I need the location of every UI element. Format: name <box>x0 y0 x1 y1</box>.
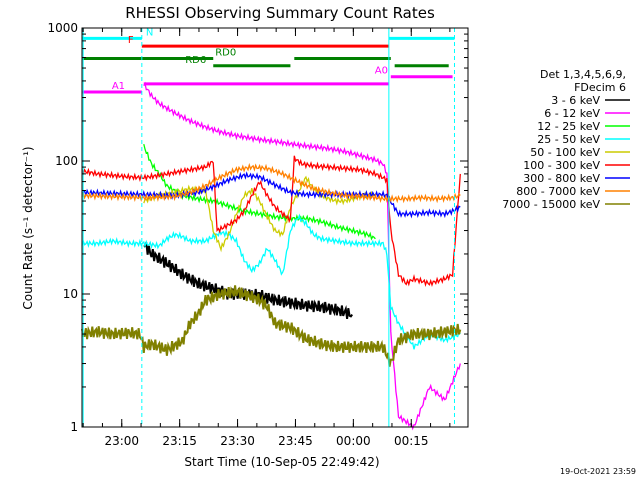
legend-entry-label-4: 50 - 100 keV <box>530 146 600 159</box>
mode-label-N: N <box>146 27 153 38</box>
mode-label-RD6: RD6 <box>185 55 206 66</box>
observing-mode-bars: N F RD0 RD6 A0 A1 <box>82 27 455 94</box>
legend-header-1: FDecim 6 <box>574 81 626 94</box>
series-line-800to7000keV <box>81 162 461 204</box>
mode-label-A0: A0 <box>375 66 388 77</box>
series-line-3to6keV <box>143 242 354 320</box>
legend-entry-label-0: 3 - 6 keV <box>551 94 600 107</box>
y-tick-label-0: 1 <box>70 420 78 434</box>
y-axis-label: Count Rate (s⁻¹ detector⁻¹) <box>21 146 35 309</box>
legend-entry-label-2: 12 - 25 keV <box>537 120 600 133</box>
x-axis-ticks: 23:00 23:15 23:30 23:45 00:00 00:15 <box>82 28 451 448</box>
series-line-50to100keV <box>143 175 376 253</box>
legend-header-0: Det 1,3,4,5,6,9, <box>540 68 626 81</box>
mode-label-F: F <box>128 35 134 46</box>
y-axis-ticks: 1 10 100 1000 <box>47 21 468 434</box>
y-tick-label-2: 100 <box>55 154 78 168</box>
attenuator-boundaries <box>82 28 455 427</box>
x-tick-label-4: 00:00 <box>336 434 371 448</box>
legend-entry-label-5: 100 - 300 keV <box>523 159 600 172</box>
series-layer <box>81 81 462 431</box>
x-tick-label-2: 23:30 <box>220 434 255 448</box>
render-timestamp: 19-Oct-2021 23:59 <box>560 467 636 476</box>
x-tick-label-0: 23:00 <box>104 434 139 448</box>
plot-frame <box>81 27 469 428</box>
legend-entry-label-7: 800 - 7000 keV <box>516 185 600 198</box>
legend-entry-label-8: 7000 - 15000 keV <box>502 198 600 211</box>
mode-label-A1: A1 <box>112 81 125 92</box>
series-line-100to300keV <box>81 155 461 287</box>
series-line-300to800keV <box>81 171 461 219</box>
series-line-25to50keV <box>81 213 461 350</box>
x-tick-label-1: 23:15 <box>162 434 197 448</box>
mode-label-RD0: RD0 <box>215 47 236 58</box>
x-tick-label-3: 23:45 <box>278 434 313 448</box>
series-line-6to12keV <box>143 81 461 431</box>
legend-entry-label-3: 25 - 50 keV <box>537 133 600 146</box>
y-tick-label-3: 1000 <box>47 21 78 35</box>
x-tick-label-5: 00:15 <box>394 434 429 448</box>
chart-title: RHESSI Observing Summary Count Rates <box>125 4 435 22</box>
series-line-7000to15000keV <box>81 285 462 367</box>
legend-entry-label-1: 6 - 12 keV <box>544 107 600 120</box>
y-tick-label-1: 10 <box>63 287 78 301</box>
legend-entry-label-6: 300 - 800 keV <box>523 172 600 185</box>
x-axis-label: Start Time (10-Sep-05 22:49:42) <box>184 455 379 469</box>
